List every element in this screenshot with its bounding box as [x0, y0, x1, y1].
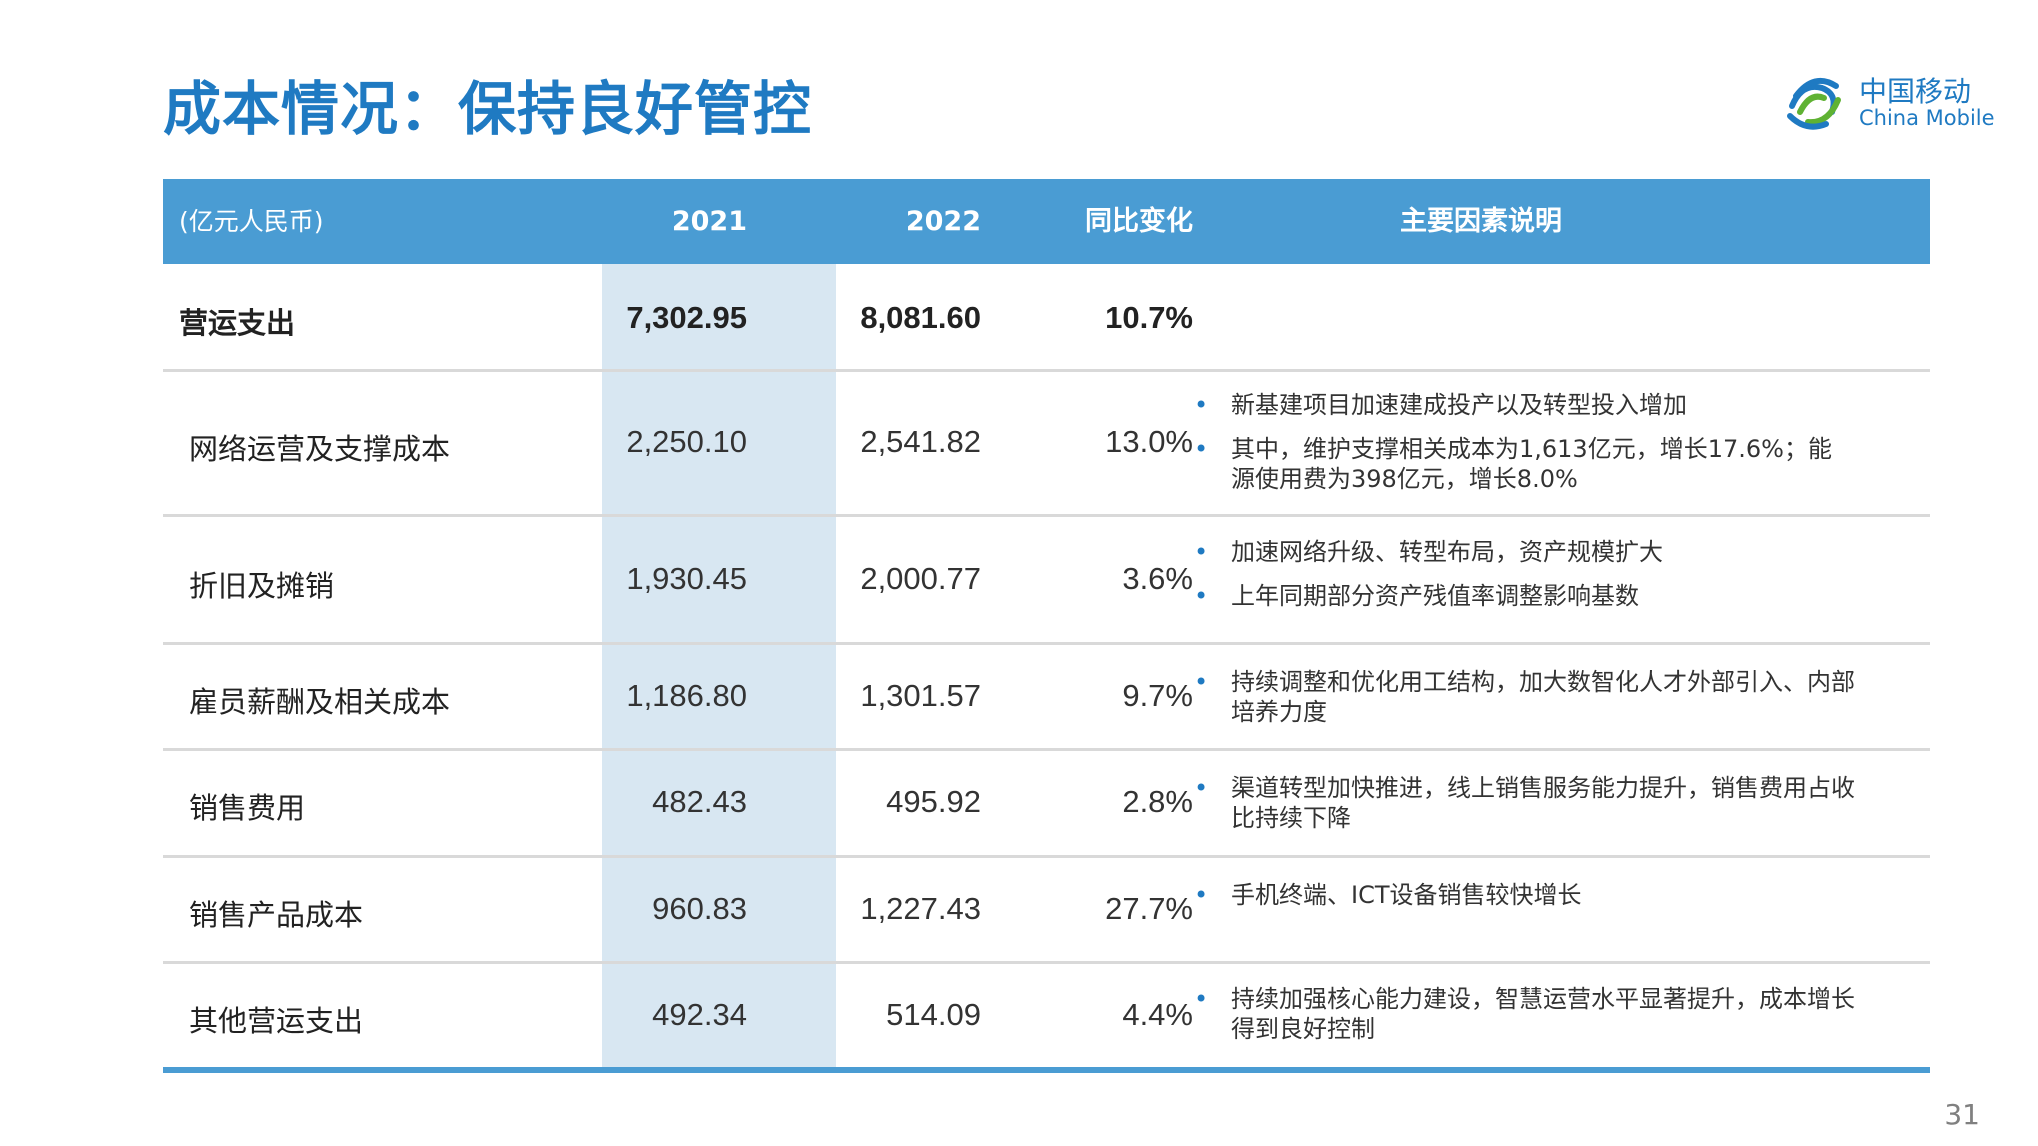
table-row: 折旧及摊销 1,930.45 2,000.77 3.6% • 加速网络升级、转型布…: [163, 517, 1930, 645]
row-notes: • 渠道转型加快推进，线上销售服务能力提升，销售费用占收比持续下降: [1194, 773, 1871, 847]
row-value-2022: 495.92: [886, 784, 981, 819]
row-value-2022: 1,301.57: [860, 678, 981, 713]
note-item: • 其中，维护支撑相关成本为1,613亿元，增长17.6%；能源使用费为398亿元…: [1194, 434, 1851, 494]
header-2021: 2021: [671, 206, 747, 237]
note-text: 加速网络升级、转型布局，资产规模扩大: [1231, 538, 1663, 566]
header-yoy-change: 同比变化: [1085, 206, 1193, 237]
highlight-column-2022: [602, 264, 836, 1070]
note-text: 其中，维护支撑相关成本为1,613亿元，增长17.6%；能源使用费为398亿元，…: [1231, 435, 1832, 493]
row-yoy-change: 2.8%: [1122, 784, 1193, 819]
note-text: 新基建项目加速建成投产以及转型投入增加: [1231, 391, 1687, 419]
row-value-2021: 7,302.95: [626, 300, 747, 335]
row-yoy-change: 3.6%: [1122, 561, 1193, 596]
row-yoy-change: 10.7%: [1105, 300, 1193, 335]
bullet-icon: •: [1194, 668, 1209, 696]
row-notes: • 加速网络升级、转型布局，资产规模扩大 • 上年同期部分资产残值率调整影响基数: [1194, 537, 1921, 625]
page-number: 31: [1944, 1098, 1980, 1131]
bullet-icon: •: [1194, 881, 1209, 909]
table-row: 销售产品成本 960.83 1,227.43 27.7% • 手机终端、ICT设备…: [163, 858, 1930, 964]
row-name: 销售费用: [189, 791, 306, 825]
bullet-icon: •: [1194, 582, 1209, 610]
cost-table: (亿元人民币) 2021 2022 同比变化 主要因素说明 营运支出 7,302…: [163, 179, 1930, 1073]
row-yoy-change: 9.7%: [1122, 678, 1193, 713]
row-yoy-change: 4.4%: [1122, 997, 1193, 1032]
row-notes: • 持续调整和优化用工结构，加大数智化人才外部引入、内部培养力度: [1194, 667, 1871, 741]
table-row: 销售费用 482.43 495.92 2.8% • 渠道转型加快推进，线上销售服务…: [163, 751, 1930, 858]
bullet-icon: •: [1194, 774, 1209, 802]
bullet-icon: •: [1194, 538, 1209, 566]
row-value-2021: 960.83: [652, 891, 747, 926]
row-value-2021: 2,250.10: [626, 424, 747, 459]
note-text: 持续调整和优化用工结构，加大数智化人才外部引入、内部培养力度: [1231, 668, 1855, 726]
row-value-2022: 1,227.43: [860, 891, 981, 926]
bullet-icon: •: [1194, 985, 1209, 1013]
note-item: • 上年同期部分资产残值率调整影响基数: [1194, 581, 1921, 611]
table-row: 网络运营及支撑成本 2,250.10 2,541.82 13.0% • 新基建项目…: [163, 372, 1930, 517]
row-value-2022: 514.09: [886, 997, 981, 1032]
logo-text-cn: 中国移动: [1859, 75, 1972, 108]
row-name: 折旧及摊销: [189, 569, 335, 603]
note-item: • 持续加强核心能力建设，智慧运营水平显著提升，成本增长得到良好控制: [1194, 984, 1871, 1044]
note-item: • 新基建项目加速建成投产以及转型投入增加: [1194, 390, 1921, 420]
page-title: 成本情况：保持良好管控: [163, 75, 813, 143]
row-name: 营运支出: [179, 306, 296, 340]
row-value-2022: 2,000.77: [860, 561, 981, 596]
row-value-2021: 1,930.45: [626, 561, 747, 596]
row-notes: • 新基建项目加速建成投产以及转型投入增加 • 其中，维护支撑相关成本为1,613亿…: [1194, 390, 1921, 508]
note-text: 上年同期部分资产残值率调整影响基数: [1231, 582, 1639, 610]
header-unit: (亿元人民币): [179, 207, 324, 236]
header-2022: 2022: [905, 206, 981, 237]
note-text: 渠道转型加快推进，线上销售服务能力提升，销售费用占收比持续下降: [1231, 774, 1855, 832]
row-notes: • 持续加强核心能力建设，智慧运营水平显著提升，成本增长得到良好控制: [1194, 984, 1871, 1058]
note-item: • 手机终端、ICT设备销售较快增长: [1194, 880, 1921, 910]
note-item: • 渠道转型加快推进，线上销售服务能力提升，销售费用占收比持续下降: [1194, 773, 1871, 833]
china-mobile-logo-icon: [1787, 77, 1841, 130]
row-notes: • 手机终端、ICT设备销售较快增长: [1194, 880, 1921, 924]
row-value-2022: 2,541.82: [860, 424, 981, 459]
logo-text-en: China Mobile: [1859, 106, 1995, 130]
row-value-2021: 482.43: [652, 784, 747, 819]
row-name: 销售产品成本: [189, 898, 364, 932]
note-item: • 持续调整和优化用工结构，加大数智化人才外部引入、内部培养力度: [1194, 667, 1871, 727]
table-row: 其他营运支出 492.34 514.09 4.4% • 持续加强核心能力建设，智慧…: [163, 964, 1930, 1073]
row-yoy-change: 27.7%: [1105, 891, 1193, 926]
row-name: 其他营运支出: [189, 1004, 364, 1038]
row-value-2021: 492.34: [652, 997, 747, 1032]
row-yoy-change: 13.0%: [1105, 424, 1193, 459]
note-text: 持续加强核心能力建设，智慧运营水平显著提升，成本增长得到良好控制: [1231, 985, 1855, 1043]
bullet-icon: •: [1194, 435, 1209, 463]
row-name: 网络运营及支撑成本: [189, 432, 451, 466]
bullet-icon: •: [1194, 391, 1209, 419]
china-mobile-logo: 中国移动 China Mobile: [1780, 66, 2000, 140]
table-header: (亿元人民币) 2021 2022 同比变化 主要因素说明: [163, 179, 1930, 264]
row-value-2021: 1,186.80: [626, 678, 747, 713]
table-row: 雇员薪酬及相关成本 1,186.80 1,301.57 9.7% • 持续调整和优…: [163, 645, 1930, 751]
row-name: 雇员薪酬及相关成本: [189, 685, 451, 719]
note-text: 手机终端、ICT设备销售较快增长: [1231, 881, 1582, 909]
note-item: • 加速网络升级、转型布局，资产规模扩大: [1194, 537, 1921, 567]
header-key-factors: 主要因素说明: [1400, 206, 1562, 237]
row-value-2022: 8,081.60: [860, 300, 981, 335]
table-row-total: 营运支出 7,302.95 8,081.60 10.7%: [163, 264, 1930, 372]
